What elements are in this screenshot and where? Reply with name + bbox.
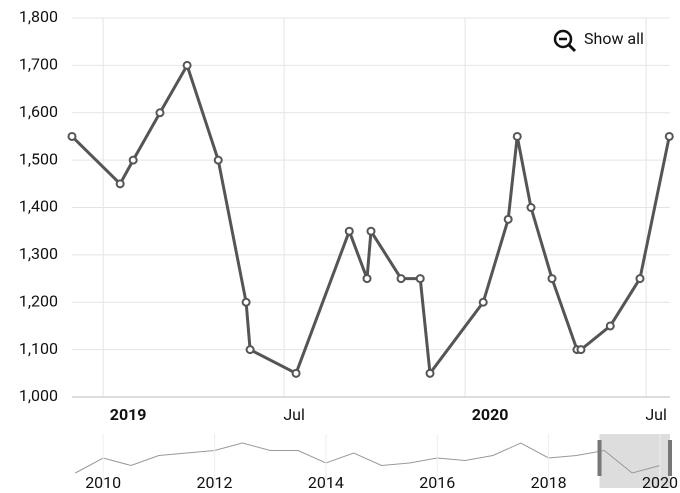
scrollbar-tick-label: 2014	[308, 473, 344, 492]
point	[182, 60, 192, 70]
zoom-icon-handle	[567, 43, 577, 53]
scrollbar-tick-label: 2020	[642, 473, 678, 492]
point	[344, 226, 354, 236]
point	[547, 274, 557, 284]
point	[241, 297, 251, 307]
x-tick-label: 2019	[110, 405, 147, 424]
point	[526, 203, 536, 212]
y-tick-label: 1,200	[19, 291, 58, 310]
y-tick-label: 1,800	[19, 7, 58, 26]
point	[115, 179, 125, 189]
scrollbar[interactable]: 2010 2012 2014 2016 2018 2020	[75, 434, 678, 492]
point	[605, 321, 615, 331]
y-tick-label: 1,700	[19, 55, 58, 74]
y-tick-label: 1,100	[19, 339, 58, 358]
y-tick-label: 1,600	[19, 102, 58, 121]
y-tick-label: 1,000	[19, 386, 58, 405]
point	[155, 108, 165, 118]
y-tick-label: 1,300	[19, 244, 58, 263]
plot: 1,000 1,100 1,200 1,300 1,400 1,500 1,600 1,700…	[19, 7, 674, 424]
point	[664, 131, 674, 141]
x-tick-label: Jul	[645, 405, 667, 424]
point	[291, 368, 301, 378]
show-all-button[interactable]: Show all	[553, 29, 644, 53]
point	[245, 345, 255, 355]
point	[213, 155, 223, 165]
x-tick-label: 2020	[472, 405, 509, 424]
point	[128, 155, 138, 165]
zoom-icon	[553, 29, 573, 49]
scrollbar-tick-label: 2010	[85, 473, 121, 492]
scrollbar-tick-label: 2018	[531, 473, 567, 492]
point	[635, 274, 645, 284]
point	[576, 345, 586, 355]
y-tick-label: 1,400	[19, 197, 58, 216]
point	[67, 131, 77, 141]
scrollbar-tick-label: 2012	[197, 473, 233, 492]
x-tick-label: Jul	[283, 405, 305, 424]
point	[512, 131, 522, 141]
point	[425, 368, 435, 378]
point	[366, 226, 376, 236]
point	[478, 297, 488, 307]
point	[396, 274, 406, 284]
button-label: Show all	[584, 29, 644, 48]
scrollbar-handle[interactable]	[597, 440, 602, 476]
point	[503, 214, 513, 224]
point	[415, 274, 425, 284]
point	[362, 274, 372, 284]
y-tick-label: 1,500	[19, 149, 58, 168]
scrollbar-tick-label: 2016	[419, 473, 455, 492]
scrollbar-selection	[599, 434, 670, 488]
scrollbar-line	[75, 442, 661, 474]
scrollbar-handle[interactable]	[668, 440, 672, 476]
